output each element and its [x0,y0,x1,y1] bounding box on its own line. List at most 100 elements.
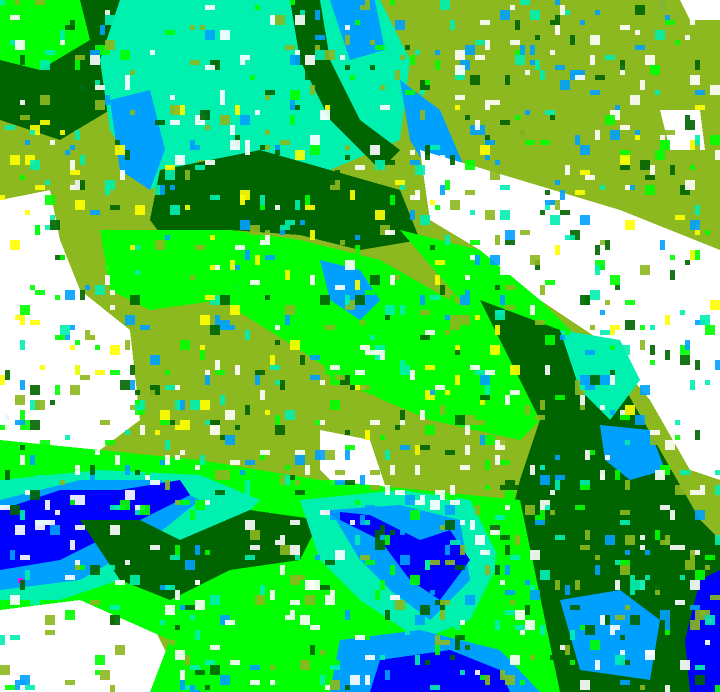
raster-pixel [145,475,150,480]
raster-pixel [305,70,315,80]
raster-pixel [635,135,640,140]
raster-pixel [240,195,245,205]
raster-pixel [390,565,395,575]
raster-pixel [695,205,700,215]
raster-pixel [480,550,490,555]
raster-pixel [205,370,210,375]
raster-pixel [500,320,505,325]
raster-pixel [690,380,695,390]
raster-pixel [685,340,690,350]
raster-pixel [655,175,660,185]
raster-pixel [575,380,580,390]
raster-pixel [695,60,700,70]
raster-pixel [305,55,315,65]
raster-pixel [500,185,510,190]
raster-pixel [325,180,335,185]
raster-pixel [125,150,130,160]
raster-pixel [695,90,705,95]
raster-pixel [310,580,320,590]
raster-pixel [245,275,250,280]
raster-pixel [315,35,325,40]
raster-pixel [500,210,510,220]
raster-pixel [345,65,350,70]
raster-pixel [570,605,580,610]
raster-pixel [430,245,435,250]
raster-pixel [245,140,250,145]
raster-pixel [285,465,290,470]
raster-pixel [250,280,260,285]
raster-pixel [520,45,525,55]
raster-pixel [225,620,235,625]
raster-pixel [15,610,20,615]
raster-pixel [310,375,320,380]
raster-pixel [305,595,315,605]
raster-pixel [300,10,305,15]
raster-pixel [325,510,330,515]
raster-pixel [360,475,365,485]
raster-pixel [530,645,540,655]
raster-pixel [595,10,600,15]
raster-pixel [20,380,25,390]
raster-pixel [550,465,555,475]
raster-pixel [80,155,85,165]
raster-pixel [310,625,320,630]
raster-pixel [155,185,160,195]
raster-pixel [435,260,445,265]
raster-pixel [685,315,695,320]
raster-pixel [120,215,130,225]
raster-pixel [665,440,675,450]
raster-pixel [620,165,630,170]
raster-pixel [325,450,335,460]
raster-pixel [615,470,620,480]
raster-pixel [70,360,75,370]
raster-pixel [340,125,350,130]
raster-pixel [535,520,545,525]
raster-pixel [410,210,415,220]
raster-pixel [150,480,160,485]
raster-pixel [565,330,570,335]
raster-pixel [495,140,505,145]
raster-pixel [365,655,375,660]
raster-pixel [290,520,300,525]
raster-pixel [535,415,545,420]
raster-pixel [695,135,700,145]
raster-pixel [20,300,30,305]
raster-pixel [210,235,215,240]
raster-pixel [385,670,390,680]
raster-pixel [640,545,645,550]
raster-pixel [35,400,45,410]
raster-pixel [600,185,605,190]
raster-pixel [510,5,515,10]
raster-pixel [5,470,10,480]
raster-pixel [195,580,200,585]
raster-pixel [495,455,500,465]
raster-pixel [75,560,80,565]
raster-pixel [270,665,275,670]
raster-pixel [660,135,665,140]
raster-pixel [490,525,500,530]
raster-pixel [660,240,665,250]
raster-pixel [225,435,235,445]
raster-pixel [195,680,205,690]
raster-pixel [450,500,460,505]
raster-pixel [695,675,705,685]
raster-pixel [195,545,200,555]
raster-pixel [80,85,90,95]
raster-pixel [660,140,670,150]
raster-pixel [455,105,460,110]
raster-pixel [10,635,20,640]
raster-pixel [200,345,205,350]
raster-pixel [460,520,465,525]
raster-pixel [365,0,370,10]
raster-pixel [450,655,455,660]
raster-pixel [470,255,475,260]
raster-pixel [200,25,205,30]
raster-pixel [205,660,215,665]
raster-pixel [705,615,715,625]
raster-pixel [360,345,370,350]
raster-pixel [20,410,25,420]
raster-pixel [435,50,440,55]
raster-pixel [100,670,110,680]
raster-pixel [620,25,630,30]
raster-pixel [110,675,115,680]
